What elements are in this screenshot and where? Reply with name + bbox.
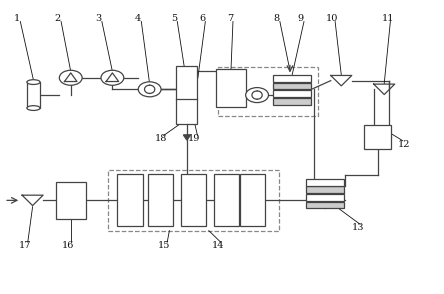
Bar — [176, 66, 198, 124]
Bar — [214, 174, 239, 226]
Bar — [273, 75, 311, 82]
Bar — [218, 67, 317, 116]
Bar — [240, 174, 266, 226]
Text: 6: 6 — [199, 14, 205, 23]
Text: 18: 18 — [155, 134, 167, 143]
Bar — [27, 82, 40, 108]
Text: 11: 11 — [381, 14, 394, 23]
Text: 12: 12 — [398, 140, 411, 148]
Text: 13: 13 — [352, 223, 364, 232]
Circle shape — [59, 70, 82, 85]
Text: 10: 10 — [326, 14, 339, 23]
Text: 2: 2 — [55, 14, 61, 23]
Text: 14: 14 — [211, 240, 224, 250]
Text: 15: 15 — [158, 240, 170, 250]
Text: 1: 1 — [14, 14, 20, 23]
Bar — [306, 179, 345, 186]
Bar — [365, 125, 391, 149]
Ellipse shape — [27, 106, 40, 111]
Text: 19: 19 — [188, 134, 201, 143]
Bar — [273, 83, 311, 89]
Text: 3: 3 — [95, 14, 102, 23]
Text: 7: 7 — [227, 14, 233, 23]
Bar — [306, 186, 345, 193]
Text: 5: 5 — [170, 14, 177, 23]
Circle shape — [246, 88, 269, 103]
Text: 4: 4 — [135, 14, 141, 23]
Ellipse shape — [27, 80, 40, 84]
Bar — [148, 174, 173, 226]
Bar — [108, 170, 279, 231]
Polygon shape — [183, 135, 190, 140]
Text: 17: 17 — [19, 240, 31, 250]
Bar — [306, 202, 345, 208]
Bar — [56, 182, 86, 219]
Bar — [273, 90, 311, 97]
Bar — [306, 194, 345, 201]
Text: 8: 8 — [274, 14, 280, 23]
Text: 16: 16 — [61, 240, 74, 250]
Bar — [181, 174, 206, 226]
Bar — [216, 69, 246, 107]
Bar — [117, 174, 143, 226]
Circle shape — [101, 70, 124, 85]
Bar — [273, 98, 311, 105]
Circle shape — [138, 82, 161, 97]
Text: 9: 9 — [298, 14, 304, 23]
